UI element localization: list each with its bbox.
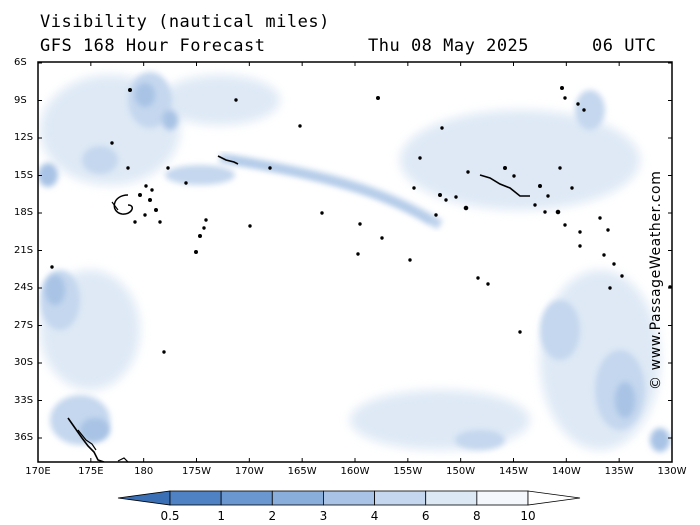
legend-swatch bbox=[220, 490, 273, 506]
lat-label: 27S bbox=[14, 319, 34, 331]
lat-ticks bbox=[38, 62, 672, 439]
lat-label: 12S bbox=[14, 132, 34, 143]
lon-label: 160W bbox=[340, 466, 370, 477]
lon-label: 175E bbox=[78, 466, 104, 477]
lat-label: 33S bbox=[14, 394, 34, 406]
lat-label: 30S bbox=[14, 357, 34, 368]
lon-label: 140W bbox=[551, 466, 581, 477]
legend-label: 0.5 bbox=[160, 509, 180, 523]
legend-label: 8 bbox=[473, 509, 481, 523]
map-title: Visibility (nautical miles) bbox=[40, 12, 330, 32]
legend-swatch bbox=[271, 490, 324, 506]
lat-label: 18S bbox=[14, 207, 34, 218]
legend-swatch bbox=[476, 490, 529, 506]
forecast-model: GFS 168 Hour Forecast bbox=[40, 36, 266, 56]
legend-label: 1 bbox=[217, 509, 225, 523]
visibility-field bbox=[38, 72, 670, 452]
lat-label: 24S bbox=[14, 282, 34, 293]
lon-label: 130W bbox=[657, 466, 687, 477]
lon-label: 180 bbox=[134, 466, 154, 477]
lon-label: 145W bbox=[499, 466, 528, 477]
lat-label: 6S bbox=[14, 57, 27, 68]
lon-label: 155W bbox=[393, 466, 423, 477]
lat-label: 15S bbox=[14, 169, 34, 181]
legend-swatch bbox=[527, 490, 581, 506]
legend-label: 4 bbox=[370, 509, 379, 523]
lon-label: 170W bbox=[234, 466, 264, 477]
lon-label: 135W bbox=[604, 466, 634, 477]
lon-label: 175W bbox=[182, 466, 211, 477]
forecast-date: Thu 08 May 2025 bbox=[368, 36, 530, 56]
legend-label: 6 bbox=[421, 509, 430, 523]
forecast-time: 06 UTC bbox=[592, 36, 657, 56]
lon-label: 165W bbox=[287, 466, 317, 477]
lon-ticks bbox=[37, 62, 673, 462]
legend-swatch bbox=[374, 490, 427, 506]
lon-label: 150W bbox=[446, 466, 476, 477]
legend-label: 2 bbox=[268, 509, 277, 523]
legend-swatch bbox=[117, 490, 171, 506]
legend-swatch bbox=[323, 490, 375, 506]
credit-text: © www.PassageWeather.com bbox=[648, 170, 664, 390]
legend-swatch bbox=[425, 490, 478, 506]
legend-label: 3 bbox=[319, 509, 328, 523]
coastlines bbox=[50, 86, 672, 462]
lat-label: 36S bbox=[14, 432, 34, 443]
legend-label: 10 bbox=[520, 509, 536, 523]
legend-swatch bbox=[169, 490, 222, 506]
lon-label: 170E bbox=[25, 466, 51, 477]
lat-label: 9S bbox=[14, 94, 27, 106]
lat-label: 21S bbox=[14, 244, 34, 256]
visibility-legend bbox=[117, 490, 581, 506]
